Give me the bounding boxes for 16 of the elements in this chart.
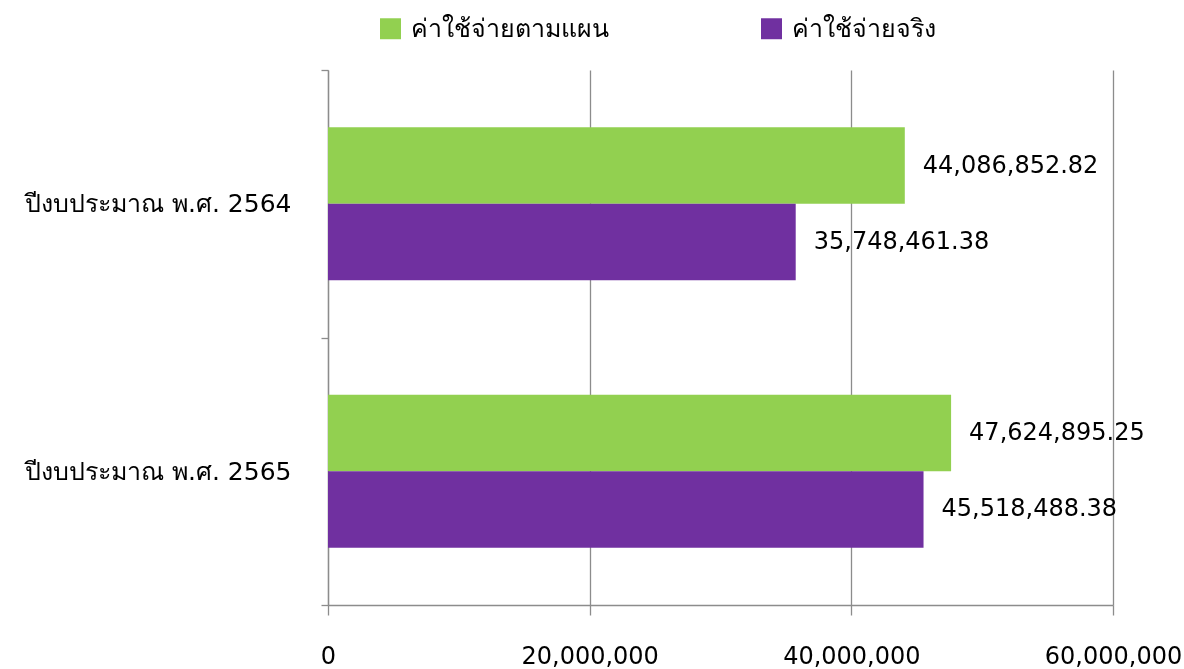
x-tick-label: 0 <box>320 641 337 669</box>
x-tick-label: 40,000,000 <box>783 641 921 669</box>
data-label: 35,748,461.38 <box>813 226 990 255</box>
legend-label: ค่าใช้จ่ายตามแผน <box>411 13 609 43</box>
legend-label: ค่าใช้จ่ายจริง <box>792 13 936 43</box>
y-tick-label: ปีงบประมาณ พ.ศ. 2565 <box>24 456 292 486</box>
x-tick-label: 60,000,000 <box>1044 641 1183 669</box>
data-label: 44,086,852.82 <box>922 150 1099 179</box>
bar <box>328 203 796 281</box>
data-label: 45,518,488.38 <box>941 494 1118 523</box>
bar <box>328 471 924 548</box>
bar <box>328 394 952 472</box>
x-tick-label: 20,000,000 <box>521 641 659 669</box>
bar <box>328 127 905 204</box>
data-label: 47,624,895.25 <box>969 418 1145 447</box>
y-tick-label: ปีงบประมาณ พ.ศ. 2564 <box>24 189 292 219</box>
